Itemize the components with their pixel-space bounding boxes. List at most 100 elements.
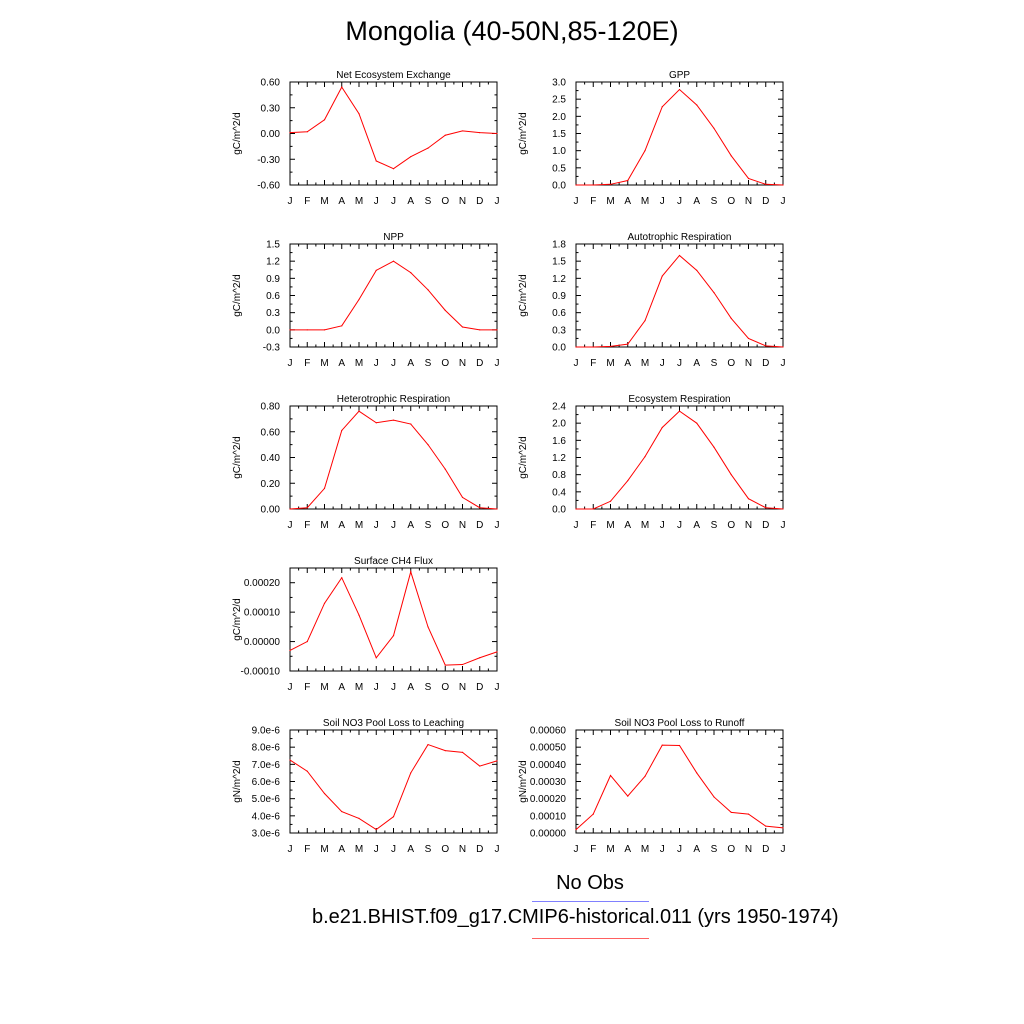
data-point <box>730 317 732 319</box>
data-point <box>479 507 481 509</box>
series-line <box>289 570 498 666</box>
data-point <box>392 816 395 818</box>
plot-frame <box>575 81 784 186</box>
x-tick-label: M <box>320 520 328 531</box>
x-tick-label: F <box>304 520 310 531</box>
x-tick-label: A <box>407 682 414 693</box>
x-tick-label: O <box>727 844 735 855</box>
y-tick-label: -0.60 <box>257 181 280 192</box>
data-point <box>713 292 715 294</box>
panel-title: NPP <box>383 232 404 243</box>
x-tick-label: S <box>711 358 718 369</box>
x-tick-label: O <box>441 358 449 369</box>
x-tick-label: S <box>711 844 718 855</box>
data-point <box>375 269 377 271</box>
data-point <box>410 571 412 573</box>
panel-title: Net Ecosystem Exchange <box>336 70 451 81</box>
x-tick-label: M <box>641 358 649 369</box>
x-tick-label: M <box>320 358 328 369</box>
x-tick-label: J <box>781 358 786 369</box>
data-point <box>427 444 429 446</box>
x-tick-label: N <box>459 196 466 207</box>
x-tick-label: J <box>391 844 396 855</box>
y-tick-label: 0.0 <box>266 325 280 336</box>
data-point <box>358 410 360 412</box>
data-point <box>306 640 308 643</box>
x-tick-label: J <box>660 358 665 369</box>
panel-title: Surface CH4 Flux <box>354 556 433 567</box>
x-tick-label: F <box>590 520 596 531</box>
y-tick-label: 0.20 <box>261 479 281 490</box>
x-tick-label: A <box>338 196 345 207</box>
x-tick-label: D <box>476 682 483 693</box>
x-tick-label: A <box>338 682 345 693</box>
x-tick-label: D <box>762 844 769 855</box>
data-point <box>323 329 326 331</box>
x-tick-label: M <box>320 682 328 693</box>
x-tick-label: J <box>574 844 579 855</box>
x-tick-label: O <box>727 196 735 207</box>
y-tick-label: 0.30 <box>261 103 281 114</box>
x-tick-label: J <box>288 844 293 855</box>
x-tick-label: F <box>304 196 310 207</box>
series-line <box>576 254 784 348</box>
y-axis-label: gC/m^2/d <box>518 436 529 479</box>
x-tick-label: D <box>476 844 483 855</box>
x-tick-label: D <box>476 196 483 207</box>
x-tick-label: J <box>391 358 396 369</box>
data-point <box>644 456 646 458</box>
y-tick-label: 0.6 <box>266 291 280 302</box>
data-point <box>747 498 750 500</box>
x-tick-label: M <box>641 196 649 207</box>
data-point <box>661 744 663 746</box>
x-tick-label: D <box>476 358 483 369</box>
data-point <box>627 795 629 797</box>
data-point <box>289 649 291 652</box>
data-point <box>479 329 481 331</box>
data-point <box>461 326 464 328</box>
data-point <box>461 663 464 666</box>
x-tick-label: M <box>320 844 328 855</box>
y-tick-label: 0.6 <box>552 308 566 319</box>
plot-frame <box>289 243 498 348</box>
x-tick-label: J <box>677 358 682 369</box>
y-tick-label: 0.00020 <box>530 794 567 805</box>
data-point <box>575 828 577 831</box>
x-tick-label: S <box>425 844 432 855</box>
y-tick-label: 0.0 <box>552 505 566 516</box>
series-line <box>289 410 498 510</box>
data-point <box>461 751 464 753</box>
x-tick-label: J <box>288 358 293 369</box>
data-point <box>392 260 395 262</box>
x-tick-label: O <box>441 196 449 207</box>
plot-frame <box>289 405 498 510</box>
data-point <box>358 614 360 616</box>
legend-case-line <box>532 938 649 939</box>
y-axis-label: gN/m^2/d <box>232 760 243 803</box>
x-tick-label: S <box>425 520 432 531</box>
data-point <box>375 828 377 831</box>
x-tick-label: N <box>745 520 752 531</box>
data-point <box>782 184 784 186</box>
data-point <box>782 508 784 510</box>
plot-frame <box>575 243 784 348</box>
data-point <box>341 325 343 327</box>
x-tick-label: O <box>727 520 735 531</box>
data-point <box>713 127 715 129</box>
x-tick-label: M <box>355 844 363 855</box>
y-tick-label: 9.0e-6 <box>252 726 281 737</box>
data-point <box>358 113 360 115</box>
data-point <box>306 131 308 133</box>
x-tick-label: J <box>288 682 293 693</box>
x-tick-label: M <box>606 844 614 855</box>
y-tick-label: 1.5 <box>266 240 280 251</box>
data-point <box>592 184 594 186</box>
y-axis-label: gC/m^2/d <box>232 112 243 155</box>
x-tick-label: J <box>288 196 293 207</box>
y-tick-label: 0.00010 <box>244 608 281 619</box>
y-tick-label: 0.00050 <box>530 743 567 754</box>
panel-title: Ecosystem Respiration <box>628 394 730 405</box>
x-tick-label: J <box>677 196 682 207</box>
data-point <box>496 132 498 135</box>
